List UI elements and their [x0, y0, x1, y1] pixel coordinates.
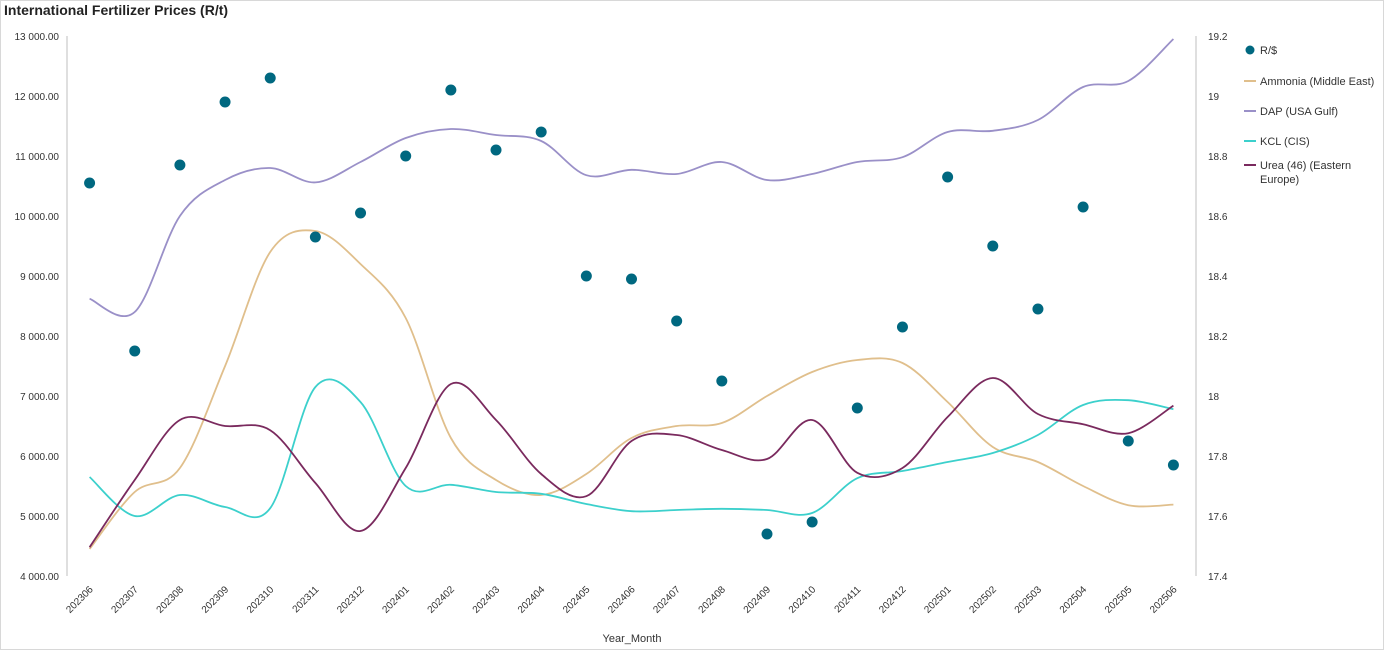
data-point-rs — [761, 528, 773, 540]
y-right-tick-label: 19.2 — [1208, 32, 1228, 43]
data-point-rs — [626, 273, 637, 285]
series-line-ammonia-middle-east — [88, 229, 1174, 550]
data-point-rs — [264, 72, 276, 84]
y-right-tick-label: 18.8 — [1208, 152, 1228, 163]
x-axis-title: Year_Month — [603, 633, 662, 645]
data-point-rs — [716, 375, 728, 387]
data-point-rs — [1077, 201, 1089, 213]
y-left-tick-label: 11 000.00 — [15, 152, 59, 163]
x-tick-label: 202307 — [109, 584, 141, 616]
data-point-rs — [1167, 459, 1179, 471]
x-tick-label: 202503 — [1013, 584, 1045, 616]
x-tick-label: 202504 — [1058, 584, 1090, 616]
data-point-rs — [174, 159, 186, 171]
data-point-rs — [987, 240, 999, 252]
x-tick-label: 202506 — [1148, 584, 1180, 616]
legend-marker — [1245, 45, 1255, 55]
x-tick-label: 202407 — [651, 584, 683, 616]
legend-label: Urea (46) (Eastern Europe) — [1260, 160, 1351, 186]
x-tick-label: 202405 — [561, 584, 593, 616]
y-right-tick-label: 19 — [1208, 92, 1220, 103]
x-tick-label: 202403 — [471, 584, 503, 616]
x-tick-label: 202505 — [1103, 584, 1135, 616]
y-left-tick-label: 7 000.00 — [20, 392, 59, 403]
data-point-rs — [535, 126, 547, 138]
data-point-rs — [806, 516, 818, 528]
y-left-tick-label: 13 000.00 — [15, 32, 60, 43]
y-right-tick-label: 18 — [1208, 392, 1220, 403]
y-right-tick-label: 18.6 — [1208, 212, 1228, 223]
y-left-tick-label: 4 000.00 — [20, 572, 59, 583]
y-left-tick-label: 12 000.00 — [15, 92, 60, 103]
x-tick-label: 202410 — [787, 584, 819, 616]
series-line-kcl-cis — [88, 378, 1174, 519]
legend-label: R/$ — [1260, 45, 1277, 57]
x-tick-label: 202312 — [335, 584, 367, 616]
data-point-rs — [309, 231, 321, 243]
x-tick-label: 202311 — [291, 584, 322, 615]
y-left-tick-label: 5 000.00 — [20, 512, 59, 523]
x-tick-label: 202406 — [606, 584, 638, 616]
data-point-rs — [490, 144, 502, 156]
y-right-tick-label: 18.4 — [1208, 272, 1228, 283]
x-tick-label: 202309 — [200, 584, 232, 616]
x-tick-label: 202412 — [877, 584, 909, 616]
y-right-tick-label: 17.8 — [1208, 452, 1228, 463]
series-line-urea-46-eastern-europe — [88, 377, 1174, 548]
x-tick-label: 202411 — [833, 584, 864, 615]
data-point-rs — [1032, 303, 1044, 315]
x-tick-label: 202308 — [155, 584, 187, 616]
y-left-tick-label: 10 000.00 — [15, 212, 60, 223]
legend-label: DAP (USA Gulf) — [1260, 106, 1338, 118]
legend-label: KCL (CIS) — [1260, 136, 1310, 148]
y-left-tick-label: 6 000.00 — [20, 452, 59, 463]
x-tick-label: 202401 — [380, 584, 412, 616]
series-line-dap-usa-gulf — [89, 38, 1175, 317]
x-tick-label: 202306 — [64, 584, 96, 616]
x-tick-label: 202501 — [922, 584, 954, 616]
data-point-rs — [851, 402, 863, 414]
data-point-rs — [671, 315, 683, 327]
data-point-rs — [445, 84, 457, 96]
data-point-rs — [355, 207, 367, 219]
legend-label: Ammonia (Middle East) — [1260, 76, 1374, 88]
x-tick-label: 202409 — [742, 584, 774, 616]
x-tick-label: 202402 — [426, 584, 458, 616]
chart-title: International Fertilizer Prices (R/t) — [4, 2, 229, 18]
data-point-rs — [129, 345, 141, 357]
data-point-rs — [400, 150, 412, 162]
data-point-rs — [580, 270, 592, 282]
data-point-rs — [896, 321, 908, 333]
data-point-rs — [84, 177, 96, 189]
y-right-tick-label: 17.6 — [1208, 512, 1228, 523]
y-right-tick-label: 17.4 — [1208, 572, 1228, 583]
x-tick-label: 202404 — [516, 584, 548, 616]
x-tick-label: 202408 — [697, 584, 729, 616]
y-left-tick-label: 9 000.00 — [20, 272, 59, 283]
x-tick-label: 202310 — [245, 584, 277, 616]
data-point-rs — [942, 171, 954, 183]
y-right-tick-label: 18.2 — [1208, 332, 1228, 343]
y-left-tick-label: 8 000.00 — [20, 332, 59, 343]
x-tick-label: 202502 — [968, 584, 1000, 616]
data-point-rs — [1122, 435, 1134, 447]
data-point-rs — [219, 96, 231, 108]
